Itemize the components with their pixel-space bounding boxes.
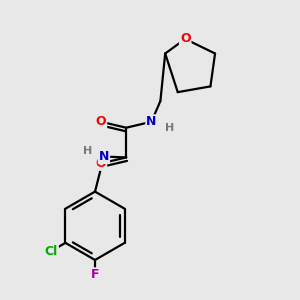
Text: O: O	[96, 115, 106, 128]
Text: N: N	[99, 150, 109, 163]
Text: O: O	[96, 157, 106, 170]
Text: N: N	[146, 115, 157, 128]
Text: F: F	[91, 268, 99, 281]
Text: H: H	[165, 123, 174, 133]
Text: Cl: Cl	[45, 244, 58, 258]
Text: O: O	[180, 32, 190, 46]
Text: H: H	[83, 146, 92, 157]
